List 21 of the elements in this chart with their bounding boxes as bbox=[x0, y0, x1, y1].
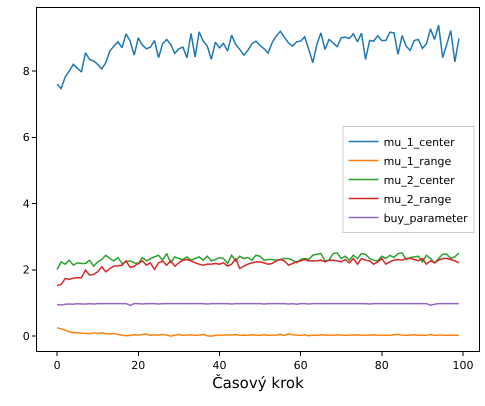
y-tick-label: 6 bbox=[22, 131, 30, 144]
x-tick-label: 40 bbox=[212, 359, 226, 372]
line-series bbox=[56, 258, 460, 286]
x-axis-title: Časový krok bbox=[212, 374, 304, 392]
line-series bbox=[56, 327, 460, 337]
x-tick-label: 0 bbox=[54, 359, 61, 372]
line-series bbox=[56, 252, 460, 270]
legend-label: mu_1_center bbox=[384, 136, 456, 149]
legend-label: mu_2_center bbox=[384, 174, 456, 187]
y-tick-label: 2 bbox=[22, 264, 30, 277]
x-tick-label: 60 bbox=[294, 359, 308, 372]
y-tick-label: 8 bbox=[22, 64, 30, 78]
y-tick-label: 4 bbox=[22, 197, 30, 210]
legend-label: mu_1_range bbox=[384, 154, 452, 168]
x-tick-label: 80 bbox=[374, 359, 389, 372]
legend-label: mu_2_range bbox=[384, 192, 452, 206]
x-tick-label: 20 bbox=[131, 359, 146, 372]
y-tick-label: 0 bbox=[22, 330, 30, 343]
line-series bbox=[56, 24, 460, 90]
x-tick-label: 100 bbox=[452, 359, 474, 372]
legend-label: buy_parameter bbox=[384, 212, 468, 225]
